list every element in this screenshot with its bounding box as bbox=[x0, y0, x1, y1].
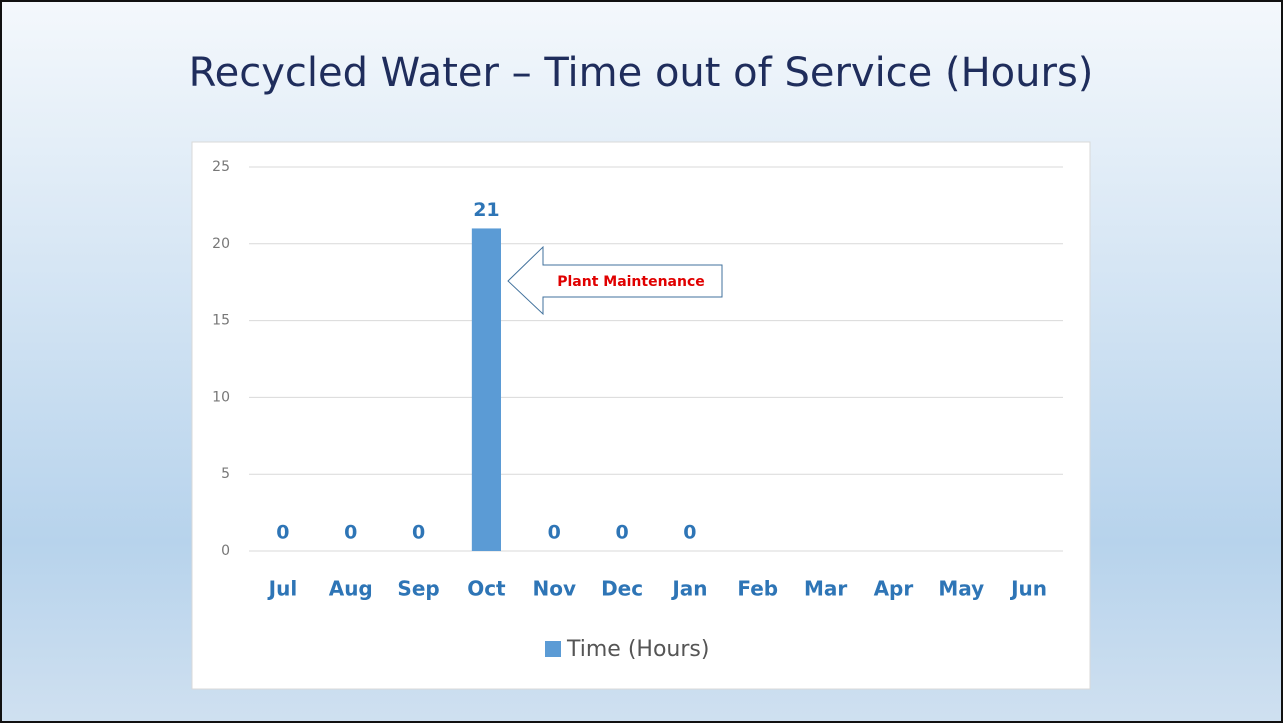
x-tick-label: Nov bbox=[532, 577, 576, 601]
annotation: Plant Maintenance bbox=[557, 274, 705, 290]
callout-arrow bbox=[507, 245, 723, 316]
data-label: 0 bbox=[276, 522, 289, 544]
chart-area bbox=[191, 141, 1091, 690]
bar bbox=[471, 228, 502, 551]
x-tick-label: Jan bbox=[670, 577, 707, 601]
data-label: 0 bbox=[344, 522, 357, 544]
x-tick-label: Jul bbox=[267, 577, 298, 601]
y-tick-label: 15 bbox=[212, 313, 230, 329]
x-tick-label: Dec bbox=[601, 577, 643, 601]
x-tick-label: Sep bbox=[397, 577, 439, 601]
chart-title: Recycled Water – Time out of Service (Ho… bbox=[189, 50, 1094, 96]
data-label: 0 bbox=[683, 522, 696, 544]
legend-label: Time (Hours) bbox=[566, 637, 709, 662]
x-tick-label: May bbox=[938, 577, 984, 601]
y-tick-label: 5 bbox=[221, 466, 230, 482]
x-tick-label: Mar bbox=[804, 577, 847, 601]
callout: Plant Maintenance bbox=[507, 245, 723, 316]
legend-swatch bbox=[545, 641, 561, 657]
y-tick-label: 10 bbox=[212, 389, 230, 405]
data-label: 21 bbox=[473, 199, 499, 221]
y-tick-label: 25 bbox=[212, 159, 230, 175]
x-tick-label: Apr bbox=[874, 577, 914, 601]
x-tick-label: Feb bbox=[737, 577, 778, 601]
x-tick-label: Aug bbox=[329, 577, 373, 601]
x-tick-label: Jun bbox=[1009, 577, 1047, 601]
data-label: 0 bbox=[615, 522, 628, 544]
y-tick-label: 20 bbox=[212, 236, 230, 252]
data-label: 0 bbox=[412, 522, 425, 544]
y-tick-label: 0 bbox=[221, 543, 230, 559]
data-label: 0 bbox=[548, 522, 561, 544]
x-tick-label: Oct bbox=[467, 577, 506, 601]
